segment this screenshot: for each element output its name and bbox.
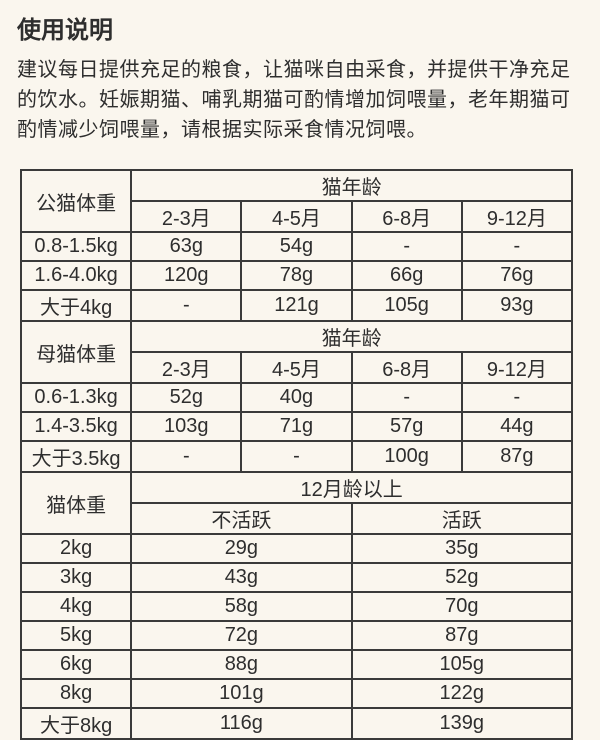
value-cell: 52g [130, 382, 243, 413]
weight-label-cell: 5kg [19, 620, 133, 651]
value-cell: 72g [130, 620, 353, 651]
page-title: 使用说明 [17, 17, 113, 44]
value-cell: 71g [240, 411, 353, 442]
weight-label-cell: 1.4-3.5kg [19, 411, 133, 442]
male-cat-section: 公猫体重 猫年龄 2-3月 4-5月 6-8月 9-12月 0.8-1.5kg … [19, 169, 574, 322]
value-cell: 35g [350, 533, 574, 564]
adult-cat-section: 猫体重 12月龄以上 不活跃 活跃 2kg 29g 35g 3kg 43g 52… [19, 471, 574, 740]
value-cell: 58g [130, 591, 353, 622]
value-cell: 101g [130, 678, 353, 709]
male-age-span-header: 猫年龄 [130, 169, 573, 202]
female-cat-section: 母猫体重 猫年龄 2-3月 4-5月 6-8月 9-12月 0.6-1.3kg … [19, 320, 574, 473]
value-cell: 122g [350, 678, 574, 709]
female-weight-row-header: 母猫体重 [19, 320, 133, 384]
age-col-header: 9-12月 [460, 351, 574, 384]
table-row: 0.8-1.5kg 63g 54g - - [19, 231, 574, 262]
value-cell: 44g [460, 411, 574, 442]
age-col-header: 4-5月 [240, 351, 353, 384]
table-row: 1.6-4.0kg 120g 78g 66g 76g [19, 260, 574, 291]
value-cell: 76g [460, 260, 574, 291]
value-cell: 52g [350, 562, 574, 593]
table-row: 4kg 58g 70g [19, 591, 574, 622]
weight-label-cell: 大于3.5kg [19, 440, 133, 473]
table-row: 大于8kg 116g 139g [19, 707, 574, 740]
weight-label-cell: 6kg [19, 649, 133, 680]
table-row: 大于4kg - 121g 105g 93g [19, 289, 574, 322]
value-cell: 121g [240, 289, 353, 322]
value-cell: 29g [130, 533, 353, 564]
value-cell: 66g [350, 260, 463, 291]
value-cell: 120g [130, 260, 243, 291]
weight-label-cell: 8kg [19, 678, 133, 709]
value-cell: 93g [460, 289, 574, 322]
weight-label-cell: 1.6-4.0kg [19, 260, 133, 291]
weight-label-cell: 3kg [19, 562, 133, 593]
value-cell: 78g [240, 260, 353, 291]
value-cell: 43g [130, 562, 353, 593]
age-col-header: 6-8月 [350, 200, 463, 233]
value-cell: - [350, 231, 463, 262]
table-row: 6kg 88g 105g [19, 649, 574, 680]
age-col-header: 6-8月 [350, 351, 463, 384]
weight-label-cell: 2kg [19, 533, 133, 564]
female-age-span-header: 猫年龄 [130, 320, 573, 353]
value-cell: - [350, 382, 463, 413]
value-cell: 87g [350, 620, 574, 651]
value-cell: - [240, 440, 353, 473]
value-cell: 54g [240, 231, 353, 262]
value-cell: 63g [130, 231, 243, 262]
table-row: 母猫体重 猫年龄 [19, 320, 573, 384]
value-cell: 87g [460, 440, 574, 473]
table-row: 2kg 29g 35g [19, 533, 574, 564]
age-col-header: 2-3月 [130, 200, 243, 233]
table-row: 2-3月 4-5月 6-8月 9-12月 [21, 200, 574, 233]
value-cell: 103g [130, 411, 243, 442]
table-row: 3kg 43g 52g [19, 562, 574, 593]
feeding-instructions-text: 建议每日提供充足的粮食，让猫咪自由采食，并提供干净充足的饮水。妊娠期猫、哺乳期猫… [17, 59, 571, 141]
weight-label-cell: 0.8-1.5kg [19, 231, 133, 262]
value-cell: 100g [350, 440, 463, 473]
adult-age-span-header: 12月龄以上 [130, 471, 573, 504]
feeding-amount-table: 公猫体重 猫年龄 2-3月 4-5月 6-8月 9-12月 0.8-1.5kg … [19, 169, 574, 740]
value-cell: - [460, 231, 574, 262]
value-cell: 139g [350, 707, 574, 740]
value-cell: 70g [350, 591, 574, 622]
activity-col-header: 活跃 [350, 502, 574, 535]
value-cell: 105g [350, 649, 574, 680]
value-cell: - [460, 382, 574, 413]
adult-weight-row-header: 猫体重 [19, 471, 133, 535]
value-cell: 88g [130, 649, 353, 680]
table-row: 大于3.5kg - - 100g 87g [19, 440, 574, 473]
weight-label-cell: 0.6-1.3kg [19, 382, 133, 413]
age-col-header: 2-3月 [130, 351, 243, 384]
weight-label-cell: 大于4kg [19, 289, 133, 322]
table-row: 0.6-1.3kg 52g 40g - - [19, 382, 574, 413]
value-cell: 57g [350, 411, 463, 442]
activity-col-header: 不活跃 [130, 502, 353, 535]
table-row: 公猫体重 猫年龄 [19, 169, 573, 233]
value-cell: - [130, 440, 243, 473]
male-weight-row-header: 公猫体重 [19, 169, 133, 233]
value-cell: 40g [240, 382, 353, 413]
weight-label-cell: 大于8kg [19, 707, 133, 740]
value-cell: 116g [130, 707, 353, 740]
age-col-header: 4-5月 [240, 200, 353, 233]
table-row: 5kg 72g 87g [19, 620, 574, 651]
table-row: 2-3月 4-5月 6-8月 9-12月 [21, 351, 574, 384]
age-col-header: 9-12月 [460, 200, 574, 233]
value-cell: 105g [350, 289, 463, 322]
table-row: 猫体重 12月龄以上 [19, 471, 573, 535]
weight-label-cell: 4kg [19, 591, 133, 622]
table-row: 8kg 101g 122g [19, 678, 574, 709]
table-row: 1.4-3.5kg 103g 71g 57g 44g [19, 411, 574, 442]
table-row: 不活跃 活跃 [21, 502, 574, 535]
value-cell: - [130, 289, 243, 322]
